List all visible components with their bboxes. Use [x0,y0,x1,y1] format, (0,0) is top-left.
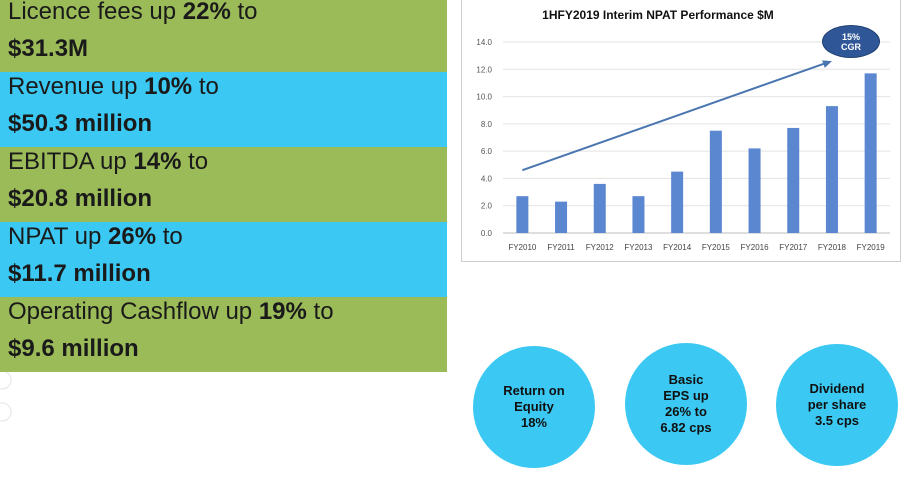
x-tick-label: FY2011 [547,243,575,252]
bar-fy2018 [825,106,838,233]
npat-bar-chart: 0.0 2.0 4.0 6.0 8.0 10.0 12.0 14.0 FY2010 FY2011 F… [476,38,890,252]
x-tick-label: FY2010 [508,243,537,252]
highlight-operating-cashflow: Operating Cashflow up 19% to $9.6 millio… [0,297,447,372]
bar-fy2017 [787,127,800,233]
y-tick-label: 2.0 [481,202,493,211]
highlight-value: $11.7 million [8,260,151,287]
metric-text: Return on Equity 18% [503,383,565,430]
metric-text: Basic EPS up 26% to 6.82 cps [660,372,712,435]
x-tick-label: FY2012 [586,243,615,252]
highlight-label: NPAT up 26% to [8,223,183,250]
y-tick-label: 14.0 [476,38,492,47]
highlight-ebitda: EBITDA up 14% to $20.8 million [0,147,447,222]
cgr-badge-value: 15% [841,32,860,42]
x-tick-label: FY2017 [779,243,808,252]
x-tick-label: FY2013 [624,243,653,252]
y-tick-label: 8.0 [481,120,493,129]
y-tick-label: 12.0 [476,65,492,74]
metric-dividend: Dividend per share 3.5 cps [776,344,898,466]
y-tick-label: 4.0 [481,174,493,183]
highlight-label: Operating Cashflow up 19% to [8,298,334,325]
y-tick-label: 0.0 [481,229,493,238]
y-tick-label: 6.0 [481,147,493,156]
trend-arrow-line [522,61,829,172]
highlight-npat: NPAT up 26% to $11.7 million [0,222,447,297]
chart-title: 1HFY2019 Interim NPAT Performance $M [542,8,774,22]
highlight-label: Revenue up 10% to [8,73,219,100]
x-tick-label: FY2018 [818,243,847,252]
x-tick-label: FY2016 [741,243,770,252]
highlight-revenue: Revenue up 10% to $50.3 million [0,72,447,147]
bar-fy2019 [864,73,877,233]
highlight-value: $9.6 million [8,335,139,362]
metric-return-on-equity: Return on Equity 18% [473,346,595,468]
bar-fy2013 [632,196,645,233]
bar-fy2011 [555,201,568,233]
x-tick-label: FY2014 [663,243,692,252]
bar-fy2015 [709,130,722,233]
bar-fy2014 [671,171,684,233]
cgr-badge-label: CGR [841,42,861,52]
trend-arrow-head [822,60,832,68]
highlight-value: $31.3M [8,35,89,62]
highlight-label: Licence fees up 22% to [8,0,258,25]
cgr-badge: 15% CGR [822,25,880,58]
highlight-label: EBITDA up 14% to [8,148,209,175]
bar-fy2010 [516,196,529,233]
npat-chart-panel: 0.0 2.0 4.0 6.0 8.0 10.0 12.0 14.0 FY2010 FY2011 F… [461,0,901,262]
highlight-value: $50.3 million [8,110,153,137]
x-tick-label: FY2019 [857,243,886,252]
bar-fy2016 [748,148,761,233]
x-tick-label: FY2015 [702,243,731,252]
highlight-licence-fees: Licence fees up 22% to $31.3M [0,0,447,72]
y-tick-label: 10.0 [476,93,492,102]
highlight-value: $20.8 million [8,185,153,212]
metric-basic-eps: Basic EPS up 26% to 6.82 cps [625,343,747,465]
metric-text: Dividend per share 3.5 cps [807,381,867,428]
bar-fy2012 [593,183,606,233]
